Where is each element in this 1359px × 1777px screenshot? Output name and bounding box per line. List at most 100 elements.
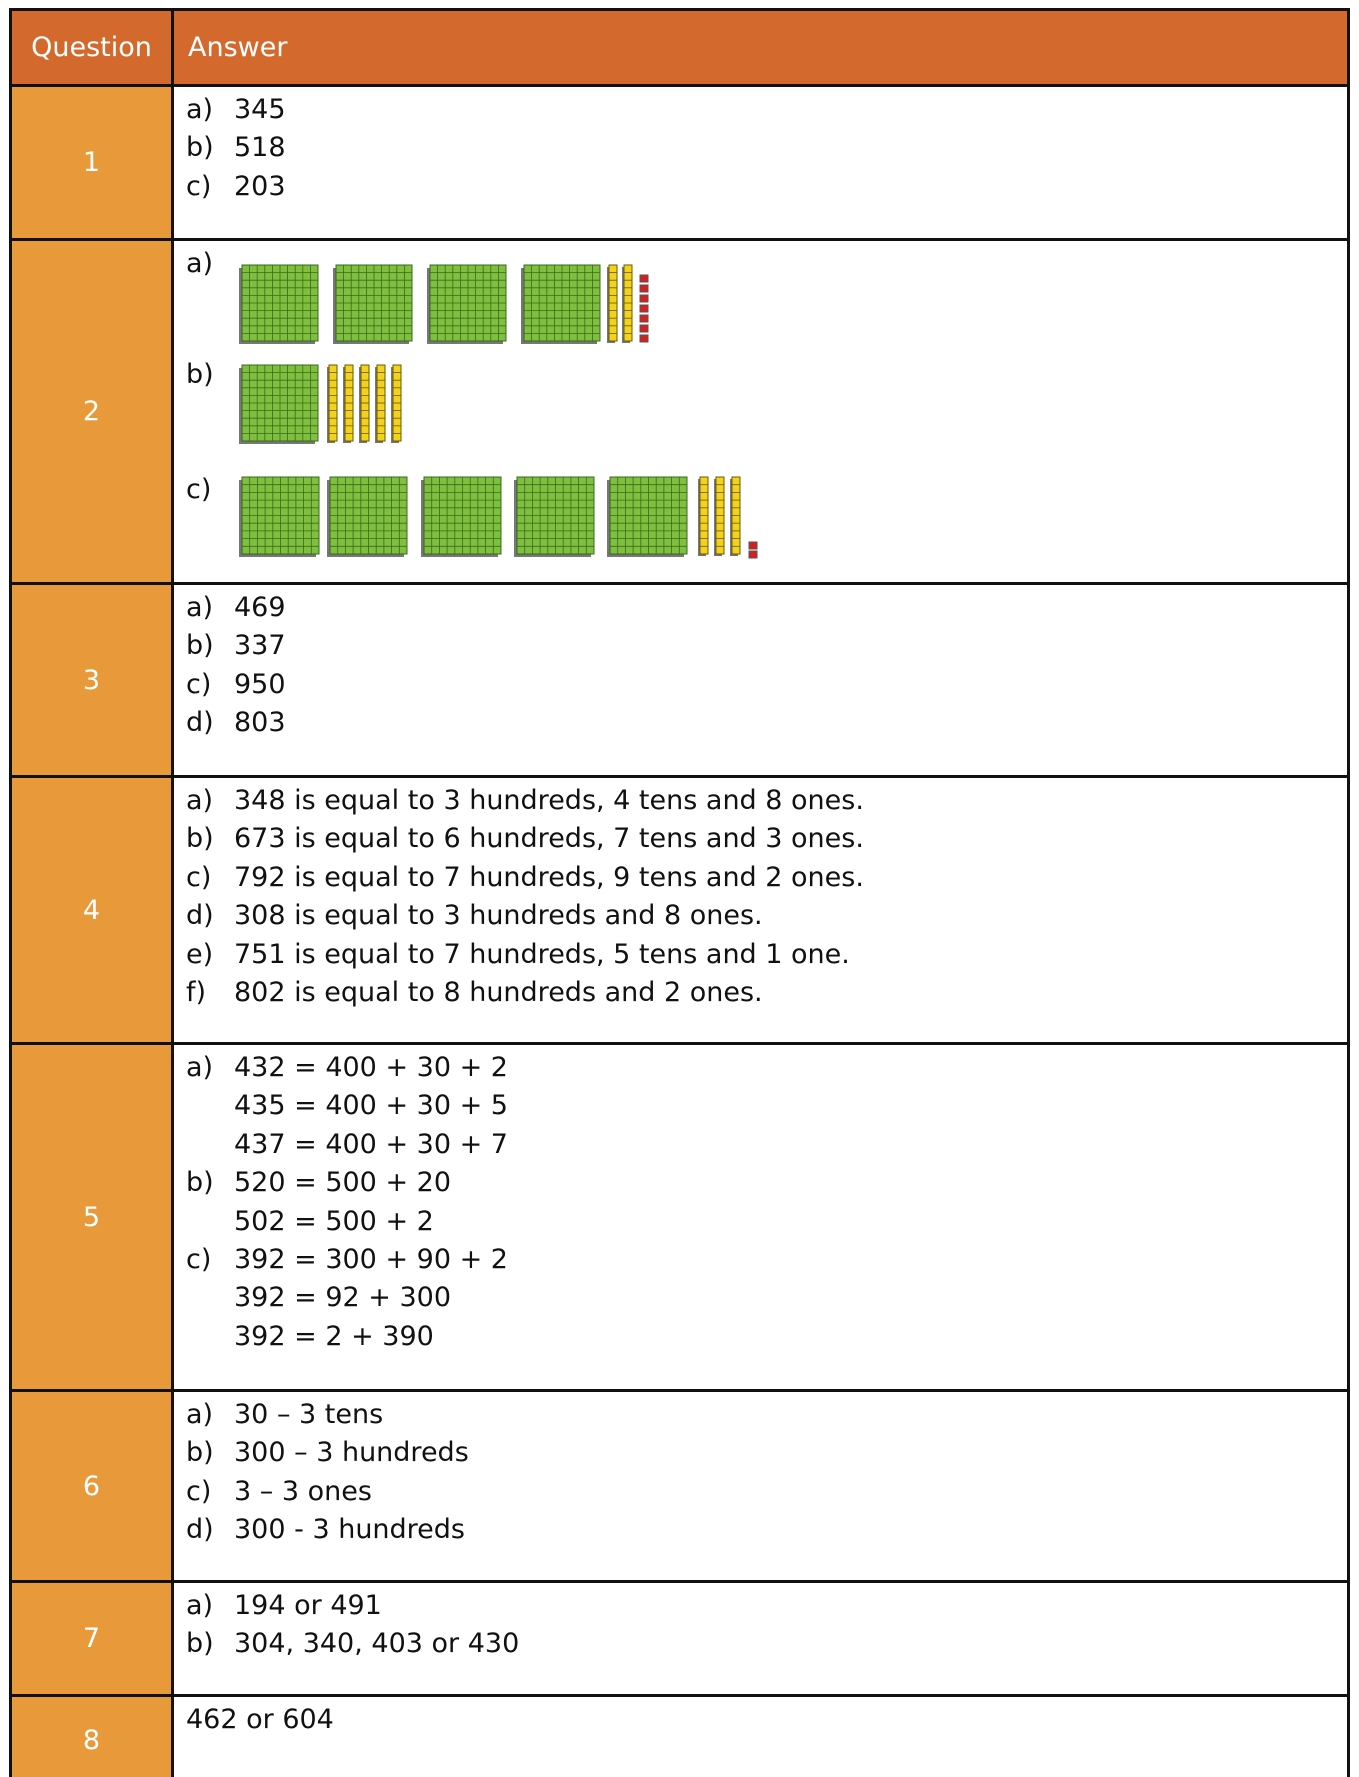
header-cell: Answer: [188, 32, 288, 63]
question-number: 8: [12, 1697, 174, 1777]
answer-label: a): [186, 1399, 214, 1430]
answer-label: d): [186, 900, 214, 932]
answer-text: 304, 340, 403 or 430: [234, 1628, 520, 1660]
tens-rod: [359, 364, 370, 443]
header-cell: Question: [12, 11, 174, 84]
hundreds-flat: [333, 264, 413, 344]
tens-rod: [714, 476, 725, 556]
tens-rod: [698, 476, 709, 556]
answer-cell: a) 30 – 3 tens b) 300 – 3 hundreds c) 3 – 3 o…: [174, 1392, 1347, 1580]
table-row: 2 a) b) c): [9, 241, 1350, 585]
answer-label: a): [186, 1052, 214, 1083]
question-number: 7: [12, 1583, 174, 1694]
table-row: 6 a) 30 – 3 tens b) 300 – 3 hundreds c) 3 – 3 …: [9, 1392, 1350, 1583]
header-row: Question Answer: [9, 8, 1350, 87]
answer-text: 300 – 3 hundreds: [234, 1437, 469, 1469]
answer-text: 337: [234, 630, 286, 662]
question-number: 2: [12, 241, 174, 582]
answer-text: 432 = 400 + 30 + 2: [234, 1052, 508, 1083]
answer-label: d): [186, 1514, 214, 1546]
answer-cell: a) 345 b) 518 c) 203: [174, 87, 1347, 238]
question-number: 3: [12, 585, 174, 775]
ones-cube: [639, 324, 649, 333]
answer-cell: a) 194 or 491 b) 304, 340, 403 or 430: [174, 1583, 1347, 1694]
answer-text: 345: [234, 94, 286, 125]
answer-label: f): [186, 977, 207, 1008]
tens-rod: [391, 364, 402, 443]
answer-label: b): [186, 823, 214, 855]
answer-label: c): [186, 1475, 212, 1507]
ones-cube: [639, 294, 649, 303]
table-row: 5 a) 432 = 400 + 30 + 2 435 = 400 + 30 + 5 4…: [9, 1045, 1350, 1392]
answer-label: c): [186, 668, 212, 700]
answer-label: a): [186, 248, 214, 279]
tens-rod: [607, 264, 618, 343]
answer-cell: 462 or 604: [174, 1697, 1347, 1777]
answer-text: 392 = 300 + 90 + 2: [234, 1244, 508, 1275]
ones-cube: [639, 284, 649, 293]
answer-label: b): [186, 1167, 214, 1199]
answer-text: 673 is equal to 6 hundreds, 7 tens and 3…: [234, 823, 864, 855]
question-number: 1: [12, 87, 174, 238]
answer-label: b): [186, 1628, 214, 1660]
answer-label: a): [186, 592, 214, 623]
table-row: 1 a) 345 b) 518 c) 203: [9, 87, 1350, 241]
answer-label: b): [186, 132, 214, 164]
answer-text: 520 = 500 + 20: [234, 1167, 452, 1199]
answer-text: 308 is equal to 3 hundreds and 8 ones.: [234, 900, 763, 932]
answer-label: b): [186, 1437, 214, 1469]
hundreds-flat: [239, 364, 319, 444]
answer-text: 203: [234, 170, 286, 202]
answer-text: 469: [234, 592, 286, 623]
tens-rod: [343, 364, 354, 443]
answer-cell: a) 432 = 400 + 30 + 2 435 = 400 + 30 + 5 43…: [174, 1045, 1347, 1389]
answer-text: 392 = 92 + 300: [234, 1282, 452, 1314]
answer-cell: a) 469 b) 337 c) 950 d) 803: [174, 585, 1347, 775]
answer-text: 3 – 3 ones: [234, 1475, 372, 1507]
hundreds-flat: [607, 476, 688, 557]
answer-text: 348 is equal to 3 hundreds, 4 tens and 8…: [234, 785, 864, 816]
question-number: 4: [12, 778, 174, 1042]
table-row: 3 a) 469 b) 337 c) 950 d) 803: [9, 585, 1350, 778]
answer-label: a): [186, 94, 214, 125]
hundreds-flat: [427, 264, 507, 344]
hundreds-flat: [521, 264, 601, 344]
answer-text: 30 – 3 tens: [234, 1399, 384, 1430]
answer-text: 518: [234, 132, 286, 164]
tens-rod: [622, 264, 633, 343]
answer-text: 194 or 491: [234, 1590, 382, 1621]
ones-cube: [639, 304, 649, 313]
ones-cube: [639, 334, 649, 343]
question-number: 5: [12, 1045, 174, 1389]
answer-text: 792 is equal to 7 hundreds, 9 tens and 2…: [234, 861, 864, 893]
answer-text: 751 is equal to 7 hundreds, 5 tens and 1…: [234, 938, 850, 970]
answer-cell: a) 348 is equal to 3 hundreds, 4 tens and…: [174, 778, 1347, 1042]
answer-text: 435 = 400 + 30 + 5: [234, 1090, 508, 1122]
hundreds-flat: [421, 476, 502, 557]
table-row: 8 462 or 604: [9, 1697, 1350, 1777]
tens-rod: [327, 364, 338, 443]
answer-text: 502 = 500 + 2: [234, 1205, 434, 1237]
answer-label: e): [186, 938, 214, 970]
answer-label: d): [186, 707, 214, 739]
ones-cube: [639, 274, 649, 283]
hundreds-flat: [514, 476, 595, 557]
question-number: 6: [12, 1392, 174, 1580]
answer-text: 300 - 3 hundreds: [234, 1514, 466, 1546]
answer-label: b): [186, 630, 214, 662]
answer-label: c): [186, 474, 212, 505]
answer-text: 802 is equal to 8 hundreds and 2 ones.: [234, 977, 763, 1008]
hundreds-flat: [239, 264, 319, 344]
ones-cube: [748, 550, 758, 559]
answer-cell: a) b) c): [174, 241, 1347, 582]
answer-text: 950: [234, 668, 286, 700]
tens-rod: [375, 364, 386, 443]
ones-cube: [639, 314, 649, 323]
answer-label: c): [186, 1244, 212, 1275]
table-row: 7 a) 194 or 491 b) 304, 340, 403 or 430: [9, 1583, 1350, 1697]
answer-label: c): [186, 861, 212, 893]
answer-text: 462 or 604: [186, 1704, 334, 1735]
answer-label: b): [186, 359, 214, 390]
tens-rod: [730, 476, 741, 556]
